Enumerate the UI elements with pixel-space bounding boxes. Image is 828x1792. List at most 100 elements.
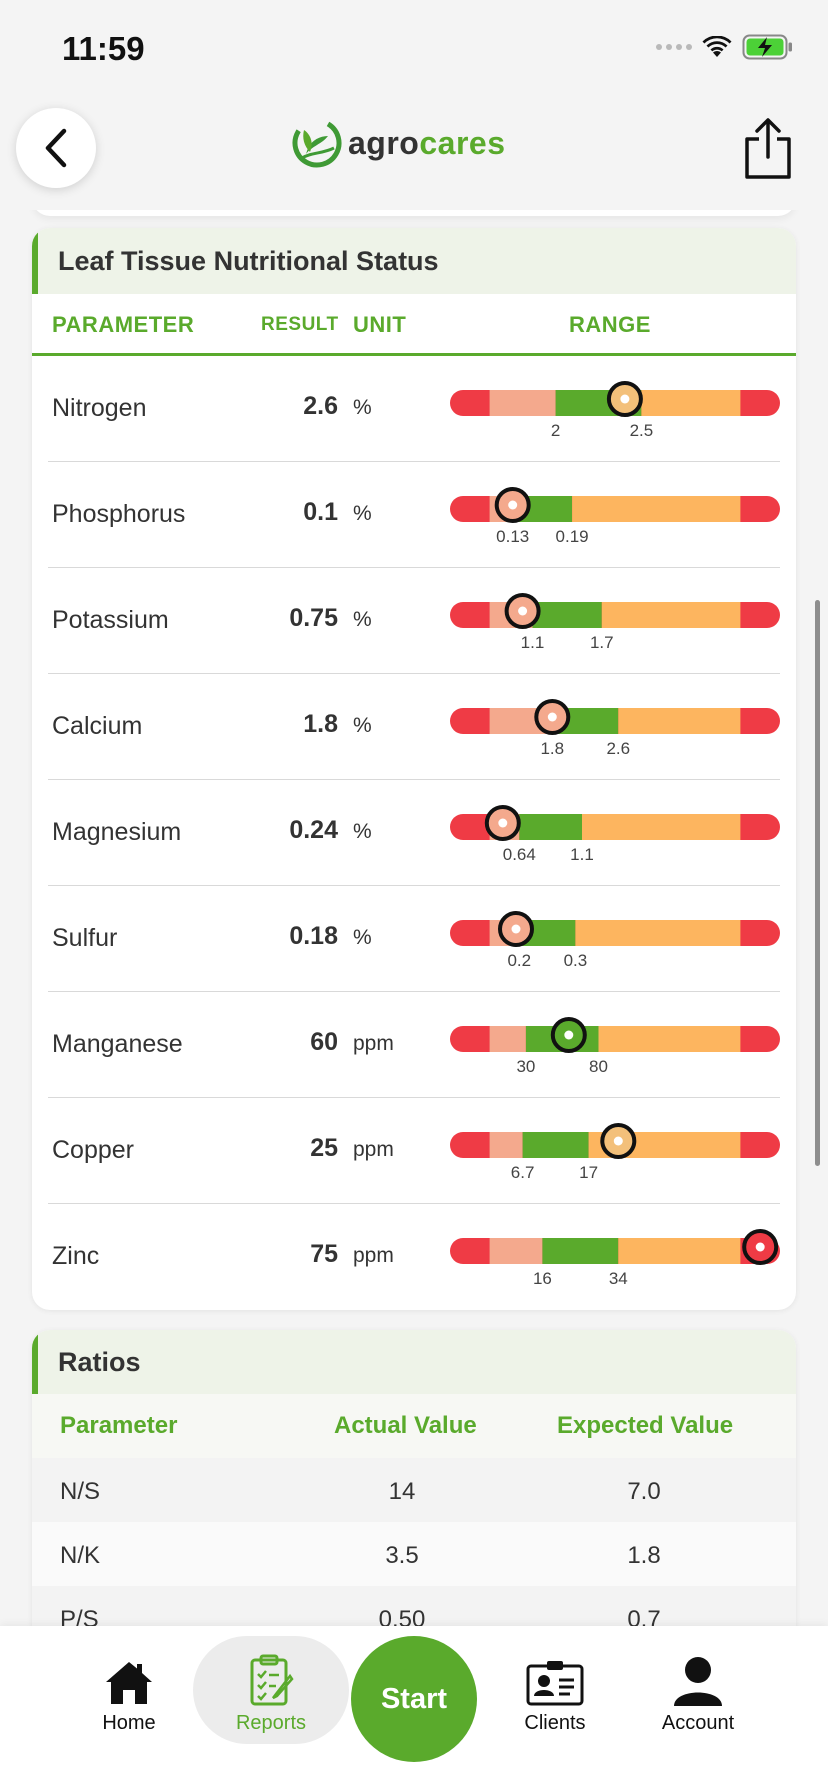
battery-charging-icon [742, 34, 792, 60]
nutrient-result: 0.24 [289, 816, 338, 844]
report-content[interactable]: Leaf Tissue Nutritional Status PARAMETER… [0, 210, 828, 1626]
nav-account[interactable]: Account [628, 1646, 768, 1735]
ratios-card: Ratios Parameter Actual Value Expected V… [32, 1330, 796, 1626]
ratio-parameter: P/S [60, 1606, 99, 1626]
range-bar: 1.1 1.7 [450, 593, 780, 652]
nav-reports-label: Reports [235, 1712, 307, 1734]
result-marker-dot [564, 1030, 574, 1040]
start-button[interactable]: Start [351, 1636, 477, 1762]
nav-home[interactable]: Home [59, 1646, 199, 1735]
range-segment-optimal [532, 602, 602, 628]
nutrient-unit: % [353, 396, 372, 419]
range-segment-high [618, 708, 741, 734]
nutrient-unit: % [353, 820, 372, 843]
ratio-parameter: N/S [60, 1478, 101, 1505]
range-tick-high: 0.3 [564, 951, 588, 970]
status-time: 11:59 [62, 30, 145, 67]
ratio-row: P/S 0.50 0.7 [32, 1586, 796, 1626]
share-button[interactable] [738, 114, 798, 184]
bottom-navigation: Home Reports Start Clients [0, 1626, 828, 1792]
agrocares-logo: agrocares [292, 118, 505, 168]
range-bar: 0.64 1.1 [450, 805, 780, 864]
range-bar: 30 80 [450, 1017, 780, 1076]
nutrient-result: 0.1 [303, 498, 338, 526]
nutrient-row-zinc: Zinc 75 ppm 16 34 [48, 1204, 780, 1310]
status-bar: 11:59 [0, 0, 828, 100]
nutrient-row-nitrogen: Nitrogen 2.6% 2 2.5 [48, 356, 780, 462]
result-marker-dot [620, 394, 630, 404]
nutrient-name: Zinc [52, 1242, 100, 1270]
nutrient-result: 0.18 [289, 922, 338, 950]
nutrient-result: 0.75 [289, 604, 338, 632]
result-marker-dot [518, 606, 528, 616]
nutrient-name: Potassium [52, 606, 169, 634]
nutrient-row-calcium: Calcium 1.8% 1.8 2.6 [48, 674, 780, 780]
range-tick-low: 16 [533, 1269, 552, 1288]
ratios-card-title: Ratios [58, 1346, 141, 1377]
nutrient-unit: ppm [353, 1138, 394, 1161]
range-segment-optimal [519, 814, 582, 840]
ratio-column-expected: Expected Value [557, 1412, 734, 1439]
leaf-logo-icon [292, 118, 342, 168]
nutrient-result: 60 [310, 1028, 338, 1056]
range-tick-low: 2 [551, 421, 560, 440]
range-tick-low: 30 [516, 1057, 535, 1076]
range-bar: 0.2 0.3 [450, 911, 780, 970]
ratio-column-parameter: Parameter [60, 1412, 178, 1439]
nav-clients[interactable]: Clients [485, 1646, 625, 1735]
range-segment-high [575, 920, 741, 946]
nutrient-name: Magnesium [52, 818, 182, 846]
wifi-icon [702, 36, 732, 57]
ratios-table-header: Parameter Actual Value Expected Value [32, 1394, 796, 1458]
nutrient-result: 25 [310, 1134, 338, 1162]
range-bar: 0.13 0.19 [450, 487, 780, 546]
range-tick-high: 0.19 [556, 527, 589, 546]
nutritional-status-card: Leaf Tissue Nutritional Status PARAMETER… [32, 228, 796, 1310]
ratios-card-header: Ratios [32, 1330, 796, 1394]
ratio-actual: 3.5 [385, 1542, 419, 1569]
back-button[interactable] [16, 108, 96, 188]
range-tick-low: 0.13 [496, 527, 529, 546]
result-marker-dot [755, 1242, 765, 1252]
reports-icon [250, 1654, 294, 1706]
column-header-unit: UNIT [353, 312, 407, 337]
range-tick-high: 2.6 [606, 739, 630, 758]
nutrient-unit: % [353, 714, 372, 737]
nutrient-name: Copper [52, 1136, 134, 1164]
account-icon [674, 1657, 722, 1706]
share-icon [745, 118, 791, 179]
range-tick-high: 1.7 [590, 633, 614, 652]
reports-active-highlight [193, 1636, 349, 1744]
range-bar: 6.7 17 [450, 1123, 780, 1182]
nutrient-name: Calcium [52, 712, 143, 740]
scrollbar[interactable] [815, 600, 820, 1166]
nutrient-unit: % [353, 502, 372, 525]
app-header: agrocares [0, 100, 828, 210]
nav-reports[interactable]: Reports [201, 1646, 341, 1735]
ratio-parameter: N/K [60, 1542, 101, 1569]
nutritional-table-header: PARAMETER RESULT UNIT RANGE [32, 294, 796, 356]
range-segment-low [489, 1238, 543, 1264]
home-icon [106, 1662, 152, 1704]
nutrient-unit: ppm [353, 1244, 394, 1267]
nutritional-rows: Nitrogen 2.6% 2 2.5 Phosphorus 0.1% 0.13 0.19 Po… [32, 356, 796, 1310]
nutrient-row-magnesium: Magnesium 0.24% 0.64 1.1 [48, 780, 780, 886]
column-header-parameter: PARAMETER [52, 312, 195, 337]
range-tick-high: 1.1 [570, 845, 594, 864]
range-segment-high [641, 390, 741, 416]
nutrient-name: Sulfur [52, 924, 118, 952]
range-segment-optimal [522, 1132, 589, 1158]
previous-card-edge [32, 210, 796, 216]
nutrient-row-potassium: Potassium 0.75% 1.1 1.7 [48, 568, 780, 674]
nutrient-row-copper: Copper 25 ppm 6.7 17 [48, 1098, 780, 1204]
range-tick-high: 17 [579, 1163, 598, 1182]
nutritional-card-header: Leaf Tissue Nutritional Status [32, 228, 796, 294]
ratio-expected: 1.8 [627, 1542, 661, 1569]
range-segment-high [618, 1238, 741, 1264]
column-header-range: RANGE [569, 312, 651, 337]
range-tick-low: 1.1 [521, 633, 545, 652]
nav-clients-label: Clients [524, 1712, 586, 1734]
range-segment-low [489, 390, 556, 416]
range-segment-high [598, 1026, 741, 1052]
nutrient-result: 75 [310, 1240, 338, 1268]
